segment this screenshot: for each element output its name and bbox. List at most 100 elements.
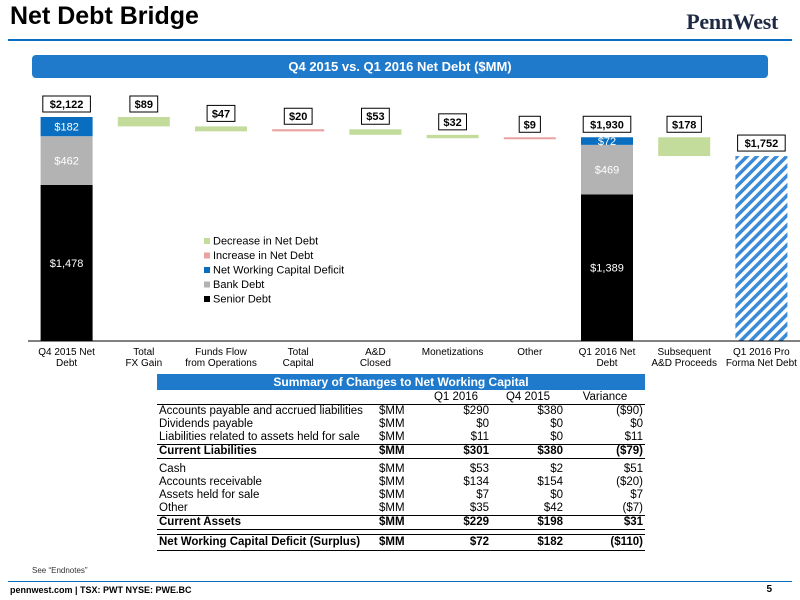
category-label-line: Capital [283, 358, 314, 369]
category-label-line: from Operations [185, 358, 257, 369]
column-header [377, 390, 421, 405]
row-label: Cash [159, 463, 186, 475]
row-unit: $MM [379, 463, 405, 475]
row-variance: ($20) [616, 476, 643, 488]
bar-0-segment-1 [40, 136, 93, 185]
value-label-box-6 [518, 115, 541, 133]
value-label-box-8 [666, 115, 702, 133]
segment-label-0-0: $1,478 [50, 258, 84, 270]
footer-divider [8, 581, 792, 582]
row-label: Accounts payable and accrued liabilities [159, 405, 363, 417]
legend-swatch-4 [204, 296, 210, 302]
category-label-line: Other [517, 347, 543, 358]
table-row: Cash $MM $53 $2 $51 [157, 463, 645, 476]
table-header-row: Q1 2016 Q4 2015 Variance [157, 390, 645, 405]
value-label-3: $20 [289, 111, 307, 123]
bar-1 [117, 117, 170, 127]
bar-7-segment-1 [581, 144, 633, 195]
category-label-line: Funds Flow [195, 347, 247, 358]
bar-7-segment-2 [581, 137, 633, 145]
row-q1-value: $290 [463, 405, 489, 417]
row-label: Net Working Capital Deficit (Surplus) [157, 534, 377, 551]
value-label-box-7 [582, 115, 632, 133]
category-label-8: Subsequent A&D Proceeds [651, 347, 717, 369]
row-variance: $51 [623, 463, 643, 475]
bar-4 [349, 129, 402, 135]
row-label: Current Assets [157, 515, 377, 530]
footer-text: pennwest.com | TSX: PWT NYSE: PWE.BC [10, 585, 192, 595]
category-label-line: Q1 2016 Net [579, 347, 636, 358]
category-label-9: Q1 2016 Pro Forma Net Debt [726, 347, 797, 369]
column-header: Q4 2015 [491, 390, 565, 405]
category-label-line: Subsequent [658, 347, 712, 358]
current-liabilities-row: Current Liabilities $MM $301 $380 ($79) [157, 444, 645, 459]
row-label: Liabilities related to assets held for s… [159, 431, 360, 443]
row-q1-value: $229 [421, 515, 491, 530]
bar-8 [658, 137, 711, 157]
legend-label-2: Net Working Capital Deficit [213, 265, 344, 277]
value-label-1: $89 [135, 99, 153, 111]
net-debt-bridge-chart: $1,478 $462 $182 $2,122 $89 $47 $20 $53 $32 $9 $1,… [28, 95, 800, 369]
row-variance: ($79) [565, 444, 645, 459]
nwc-total-row: Net Working Capital Deficit (Surplus) $M… [157, 534, 645, 551]
row-q1-value: $35 [469, 502, 489, 514]
category-label-7: Q1 2016 Net Debt [579, 347, 636, 369]
value-label-box-1 [129, 95, 159, 113]
table-row: Liabilities related to assets held for s… [157, 431, 645, 445]
value-label-box-9 [737, 134, 786, 152]
bar-9 [735, 156, 788, 341]
row-unit: $MM [379, 405, 405, 417]
row-label: Dividends payable [159, 418, 253, 430]
row-q4-value: $380 [537, 405, 563, 417]
category-label-line: Debt [56, 358, 77, 369]
table-row: Dividends payable $MM $0 $0 $0 [157, 418, 645, 431]
table-row: Other $MM $35 $42 ($7) [157, 502, 645, 516]
row-q1-value: $7 [476, 489, 489, 501]
legend-swatch-0 [204, 238, 210, 244]
row-variance: ($90) [616, 405, 643, 417]
value-label-7: $1,930 [590, 119, 624, 131]
category-label-line: Q1 2016 Pro [733, 347, 790, 358]
category-label-5: Monetizations [422, 347, 484, 358]
row-q4-value: $42 [543, 502, 563, 514]
row-unit: $MM [379, 476, 405, 488]
header-divider [8, 39, 792, 41]
row-label: Accounts receivable [159, 476, 262, 488]
value-label-9: $1,752 [745, 138, 779, 150]
row-q4-value: $198 [491, 515, 565, 530]
row-unit: $MM [379, 489, 405, 501]
category-label-2: Funds Flow from Operations [185, 347, 257, 369]
category-label-line: Debt [596, 358, 617, 369]
column-header: Variance [565, 390, 645, 405]
segment-label-0-1: $462 [54, 156, 78, 168]
category-label-3: Total Capital [283, 347, 314, 369]
row-q4-value: $0 [550, 489, 563, 501]
category-label-1: Total FX Gain [125, 347, 162, 369]
row-q4-value: $0 [550, 418, 563, 430]
bar-6 [503, 137, 556, 140]
table-row: Assets held for sale $MM $7 $0 $7 [157, 489, 645, 502]
value-label-5: $32 [443, 117, 461, 129]
row-variance: $31 [565, 515, 645, 530]
category-label-line: Closed [360, 358, 391, 369]
category-label-line: Total [133, 347, 154, 358]
row-q1-value: $301 [421, 444, 491, 459]
column-header [157, 390, 377, 405]
row-q1-value: $72 [421, 534, 491, 551]
row-q4-value: $154 [537, 476, 563, 488]
column-header: Q1 2016 [421, 390, 491, 405]
row-label: Assets held for sale [159, 489, 260, 501]
bar-2 [195, 126, 247, 132]
row-q1-value: $11 [470, 431, 489, 443]
row-unit: $MM [377, 515, 421, 530]
row-unit: $MM [377, 444, 421, 459]
category-label-line: A&D Proceeds [651, 358, 717, 369]
chart-banner: Q4 2015 vs. Q1 2016 Net Debt ($MM) [32, 55, 768, 78]
row-unit: $MM [379, 418, 405, 430]
bar-0-segment-0 [40, 184, 93, 341]
row-unit: $MM [379, 502, 405, 514]
value-label-box-4 [361, 107, 390, 125]
category-label-line: FX Gain [125, 358, 162, 369]
page-title: Net Debt Bridge [10, 2, 199, 30]
value-label-0: $2,122 [50, 99, 84, 111]
